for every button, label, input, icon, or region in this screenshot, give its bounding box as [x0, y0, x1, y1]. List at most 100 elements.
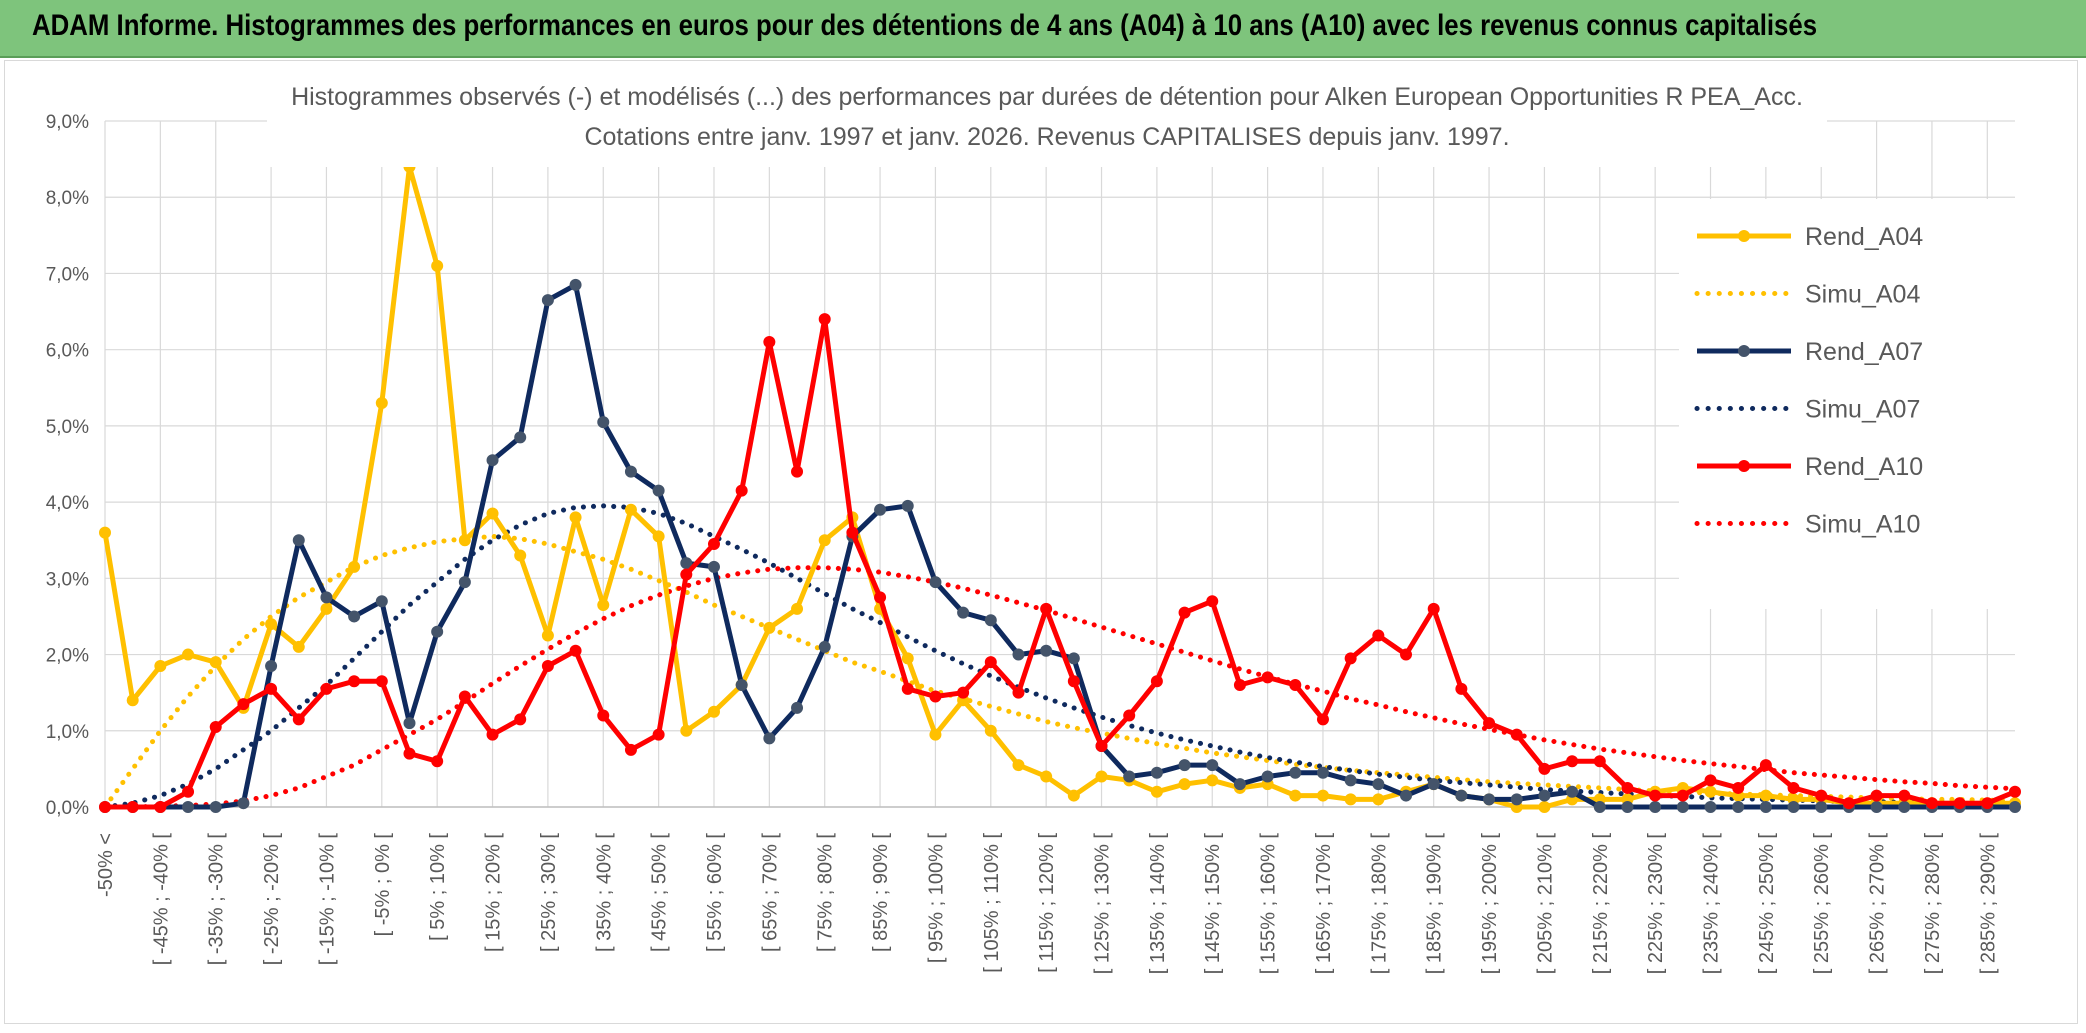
data-point	[1400, 789, 1413, 802]
data-point	[1870, 801, 1883, 813]
data-point	[569, 644, 582, 657]
data-point	[652, 530, 665, 543]
data-point	[1621, 801, 1634, 813]
series-line-rend-a07	[105, 282, 2015, 810]
data-point	[1150, 675, 1163, 688]
x-tick-label: [ 85% ; 90% [	[870, 833, 892, 952]
data-point	[1012, 759, 1025, 772]
data-point	[957, 606, 970, 619]
legend-marker	[1738, 345, 1750, 357]
data-point	[1649, 789, 1662, 802]
x-tick-label: [ -25% ; -20% [	[261, 833, 283, 966]
x-tick-label: [ 155% ; 160% [	[1258, 833, 1280, 975]
data-point	[1538, 789, 1551, 802]
data-point	[1344, 793, 1357, 806]
x-tick-label: [ -35% ; -30% [	[206, 833, 228, 966]
report-banner: ADAM Informe. Histogrammes des performan…	[0, 0, 2086, 58]
data-point	[1455, 682, 1468, 695]
data-point	[1067, 675, 1080, 688]
data-point	[984, 656, 997, 669]
x-tick-label: [ -45% ; -40% [	[150, 833, 172, 966]
data-point	[514, 549, 527, 562]
data-point	[1206, 595, 1219, 608]
legend-marker	[1738, 230, 1750, 242]
data-point	[1787, 781, 1800, 794]
data-point	[763, 732, 776, 745]
data-point	[1095, 770, 1108, 783]
x-tick-label: [ 125% ; 130% [	[1092, 833, 1114, 975]
data-point	[1206, 774, 1219, 787]
data-point	[1178, 778, 1191, 791]
data-point	[1704, 801, 1717, 813]
data-point	[375, 675, 388, 688]
y-tick-label: 4,0%	[46, 493, 89, 514]
data-point	[624, 465, 637, 478]
legend-label: Rend_A04	[1805, 223, 1923, 251]
x-tick-label: [ 75% ; 80% [	[815, 833, 837, 952]
x-tick-label: [ 245% ; 250% [	[1756, 833, 1778, 975]
data-point	[763, 621, 776, 634]
report-title: ADAM Informe. Histogrammes des performan…	[32, 9, 1818, 42]
x-tick-label: -50% <	[95, 833, 117, 897]
data-point	[597, 709, 610, 722]
data-point	[597, 599, 610, 612]
chart-subtitle: Cotations entre janv. 1997 et janv. 2026…	[584, 123, 1509, 151]
data-point	[514, 431, 527, 444]
data-point	[652, 728, 665, 741]
data-point	[1233, 778, 1246, 791]
y-tick-label: 1,0%	[46, 722, 89, 743]
x-tick-label: [ 265% ; 270% [	[1867, 833, 1889, 975]
data-point	[126, 694, 139, 707]
data-point	[874, 591, 887, 604]
data-point	[1815, 789, 1828, 802]
data-point	[569, 278, 582, 291]
title-background	[267, 67, 1827, 167]
data-point	[1732, 781, 1745, 794]
x-tick-label: [ 235% ; 240% [	[1701, 833, 1723, 975]
data-point	[348, 610, 361, 623]
data-point	[431, 755, 444, 768]
data-point	[237, 698, 250, 711]
data-point	[265, 682, 278, 695]
x-tick-label: [ 15% ; 20% [	[483, 833, 505, 952]
data-point	[1150, 766, 1163, 779]
data-point	[320, 682, 333, 695]
data-point	[818, 313, 831, 326]
y-tick-label: 8,0%	[46, 188, 89, 209]
data-point	[1261, 671, 1274, 684]
data-point	[707, 705, 720, 718]
data-point	[2009, 801, 2021, 813]
data-point	[182, 785, 195, 798]
chart-title: Histogrammes observés (-) et modélisés (…	[291, 83, 1803, 111]
data-point	[1427, 602, 1440, 615]
data-point	[292, 534, 305, 547]
data-point	[1178, 759, 1191, 772]
legend-label: Simu_A04	[1805, 281, 1920, 309]
data-point	[486, 507, 499, 520]
data-point	[901, 652, 914, 665]
data-point	[680, 724, 693, 737]
data-point	[735, 679, 748, 692]
data-point	[2009, 785, 2021, 798]
data-point	[458, 534, 471, 547]
data-point	[597, 416, 610, 429]
data-point	[1095, 740, 1108, 753]
data-point	[458, 690, 471, 703]
data-point	[1676, 801, 1689, 813]
series-line-simu-a04	[102, 533, 2018, 810]
data-point	[126, 801, 139, 813]
legend-label: Simu_A10	[1805, 511, 1920, 539]
x-tick-label: [ 55% ; 60% [	[704, 833, 726, 952]
data-point	[154, 659, 167, 672]
legend-marker	[1738, 460, 1750, 472]
y-tick-label: 7,0%	[46, 264, 89, 285]
data-point	[1150, 785, 1163, 798]
data-point	[209, 801, 222, 813]
data-point	[541, 629, 554, 642]
data-point	[1483, 793, 1496, 806]
data-point	[1898, 789, 1911, 802]
data-point	[1925, 797, 1938, 810]
legend-label: Rend_A07	[1805, 338, 1923, 366]
data-point	[1538, 801, 1551, 813]
y-tick-label: 6,0%	[46, 341, 89, 362]
